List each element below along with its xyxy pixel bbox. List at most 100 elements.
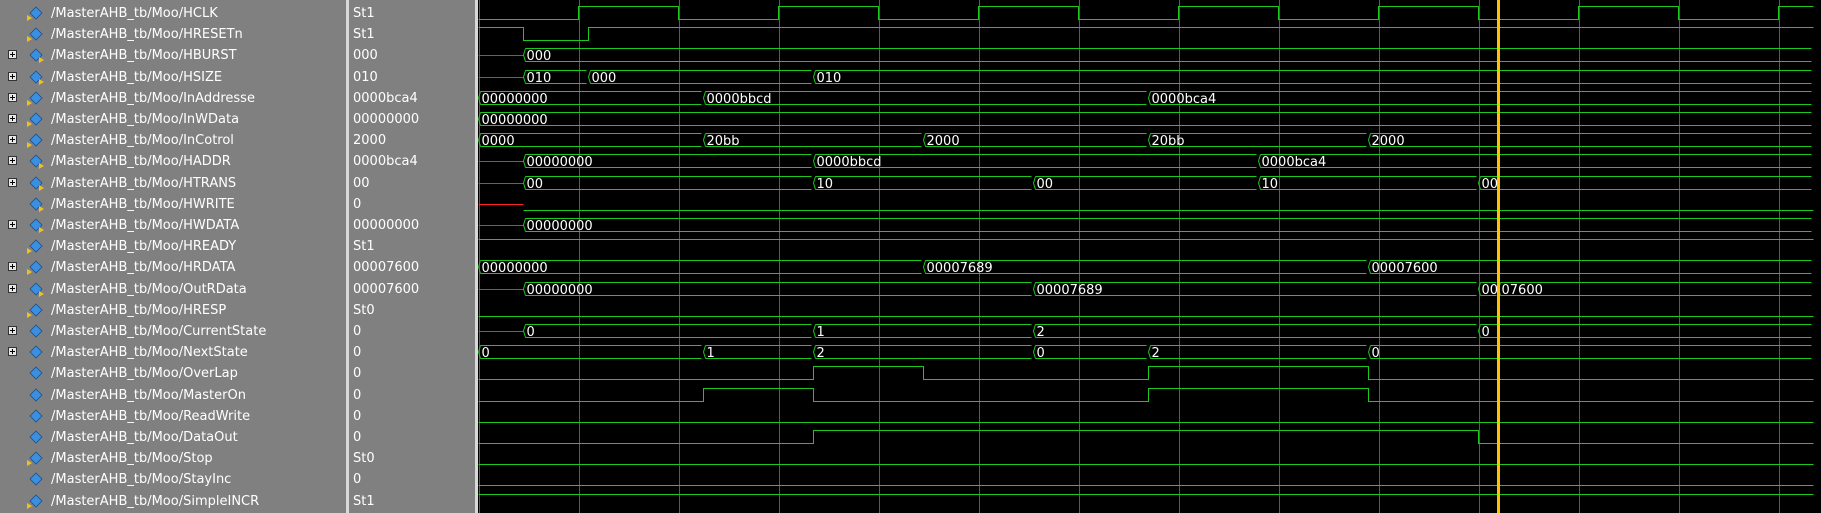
- signal-row[interactable]: /MasterAHB_tb/Moo/InWData: [0, 109, 346, 130]
- expand-plus-icon[interactable]: [8, 220, 17, 229]
- signal-row[interactable]: /MasterAHB_tb/Moo/OutRData: [0, 279, 346, 300]
- bus-value-label: 00000000: [482, 113, 548, 128]
- waveform-trace[interactable]: 00000000: [478, 218, 1812, 235]
- signal-value-cell: 0: [349, 321, 475, 342]
- signal-row[interactable]: /MasterAHB_tb/Moo/InCotrol: [0, 130, 346, 151]
- expand-plus-icon[interactable]: [8, 71, 17, 81]
- expand-plus-icon[interactable]: [8, 135, 17, 145]
- bus-value-label: 00000000: [527, 283, 593, 298]
- signal-row[interactable]: /MasterAHB_tb/Moo/SimpleINCR: [0, 491, 346, 512]
- signal-name: /MasterAHB_tb/Moo/HBURST: [51, 48, 237, 64]
- internal-signal-icon: [29, 324, 43, 338]
- signal-value: 00000000: [353, 218, 420, 233]
- signal-row[interactable]: /MasterAHB_tb/Moo/HADDR: [0, 151, 346, 172]
- bus-segment: [478, 133, 702, 147]
- signal-row[interactable]: /MasterAHB_tb/Moo/HWRITE: [0, 194, 346, 215]
- signal-value: 00007600: [353, 281, 420, 297]
- bus-segment: [1148, 91, 1812, 105]
- bus-value-label: 2: [1037, 325, 1045, 340]
- signal-row[interactable]: /MasterAHB_tb/Moo/DataOut: [0, 427, 346, 448]
- waveform-trace[interactable]: 010 000 010: [478, 70, 1812, 87]
- signal-row[interactable]: /MasterAHB_tb/Moo/HRDATA: [0, 257, 346, 278]
- signal-row[interactable]: /MasterAHB_tb/Moo/HSIZE: [0, 67, 346, 88]
- bus-segment: [1478, 324, 1812, 338]
- bus-segment: [523, 324, 812, 338]
- waveform-trace[interactable]: 00000000 00007689 00 07600: [478, 282, 1812, 299]
- waveform-trace[interactable]: 0 1 2 0: [478, 324, 1812, 341]
- bus-value-label: 000: [527, 49, 552, 64]
- signal-row[interactable]: /MasterAHB_tb/Moo/HWDATA: [0, 215, 346, 236]
- signal-name: /MasterAHB_tb/Moo/HTRANS: [51, 175, 237, 191]
- waveform-trace[interactable]: 0000 20bb 2000 20bb 2000: [478, 133, 1812, 150]
- signal-value-cell: 0: [349, 469, 475, 490]
- waveform-trace[interactable]: [478, 204, 1814, 211]
- waveform-trace[interactable]: 00000000 00007689 00007600: [478, 260, 1812, 277]
- signal-row[interactable]: /MasterAHB_tb/Moo/HRESP: [0, 300, 346, 321]
- bus-segment: [523, 154, 812, 168]
- signal-row[interactable]: /MasterAHB_tb/Moo/CurrentState: [0, 321, 346, 342]
- waveform-trace[interactable]: [478, 27, 1814, 41]
- bus-value-label: 2000: [927, 134, 960, 149]
- signal-row[interactable]: /MasterAHB_tb/Moo/HTRANS: [0, 173, 346, 194]
- waveform-trace[interactable]: 0 1 2 0 2 0: [478, 345, 1812, 362]
- bus-value-label: 0000bbcd: [707, 92, 772, 107]
- signal-name: /MasterAHB_tb/Moo/InCotrol: [51, 133, 234, 149]
- bus-segment: [813, 70, 1812, 84]
- waveform-trace[interactable]: [478, 430, 1814, 444]
- bus-segment: [1368, 345, 1812, 359]
- waveform-trace[interactable]: 00000000 0000bbcd 0000bca4: [478, 91, 1812, 108]
- waveform-trace[interactable]: [478, 6, 1814, 20]
- output-port-icon: [29, 176, 44, 191]
- signal-row[interactable]: /MasterAHB_tb/Moo/NextState: [0, 342, 346, 363]
- signal-row[interactable]: /MasterAHB_tb/Moo/StayInc: [0, 469, 346, 490]
- bus-value-label: 010: [817, 71, 842, 86]
- signal-value-cell: 0000bca4: [349, 88, 475, 109]
- expand-plus-icon[interactable]: [8, 326, 17, 335]
- input-port-icon: [27, 91, 43, 106]
- input-port-icon: [27, 112, 43, 127]
- pane-splitter[interactable]: [346, 0, 349, 513]
- waveform-trace[interactable]: 00000000 0000bbcd 0000bca4: [478, 154, 1812, 171]
- signal-value-cell: St0: [349, 300, 475, 321]
- expand-plus-icon[interactable]: [8, 156, 17, 166]
- expand-plus-icon[interactable]: [8, 262, 17, 272]
- waveform-trace[interactable]: 00 10 00 10 00: [478, 176, 1812, 193]
- pane-splitter[interactable]: [475, 0, 478, 513]
- bus-value-label: 0: [482, 346, 490, 361]
- signal-row[interactable]: /MasterAHB_tb/Moo/Stop: [0, 448, 346, 469]
- bus-value-label: 00007689: [927, 261, 993, 276]
- expand-plus-icon[interactable]: [8, 92, 17, 102]
- expand-plus-icon[interactable]: [8, 50, 17, 60]
- signal-row[interactable]: /MasterAHB_tb/Moo/HBURST: [0, 45, 346, 66]
- waveform-trace[interactable]: 00000000: [478, 112, 1812, 129]
- waveform-trace[interactable]: [478, 366, 1814, 380]
- signal-value: St0: [353, 451, 375, 467]
- signal-row[interactable]: /MasterAHB_tb/Moo/HRESETn: [0, 24, 346, 45]
- expand-plus-icon[interactable]: [8, 114, 17, 123]
- bus-value-label: 00007689: [1037, 283, 1103, 298]
- signal-value-cell: 00007600: [349, 279, 475, 300]
- expand-plus-icon[interactable]: [8, 283, 17, 293]
- signal-row[interactable]: /MasterAHB_tb/Moo/InAddresse: [0, 88, 346, 109]
- signal-name: /MasterAHB_tb/Moo/SimpleINCR: [51, 493, 260, 509]
- output-port-icon: [29, 282, 44, 297]
- waveform-trace[interactable]: 000: [478, 48, 1812, 65]
- signal-name: /MasterAHB_tb/Moo/HWRITE: [51, 196, 235, 212]
- expand-plus-icon[interactable]: [8, 347, 17, 357]
- expand-plus-icon[interactable]: [8, 177, 17, 187]
- signal-value: 00007600: [353, 260, 420, 276]
- output-port-icon: [29, 48, 44, 64]
- bit-trace: [478, 388, 1814, 402]
- signal-value-cell: 0: [349, 406, 475, 427]
- bus-value-label: 10: [1262, 177, 1279, 192]
- bit-trace: [478, 430, 1814, 444]
- signal-row[interactable]: /MasterAHB_tb/Moo/HCLK: [0, 3, 346, 24]
- bus-value-label: 00: [1482, 177, 1499, 192]
- signal-row[interactable]: /MasterAHB_tb/Moo/MasterOn: [0, 385, 346, 406]
- signal-value-cell: St1: [349, 3, 475, 24]
- signal-row[interactable]: /MasterAHB_tb/Moo/ReadWrite: [0, 406, 346, 427]
- waveform-trace[interactable]: [478, 388, 1814, 402]
- signal-row[interactable]: /MasterAHB_tb/Moo/HREADY: [0, 236, 346, 257]
- signal-row[interactable]: /MasterAHB_tb/Moo/OverLap: [0, 363, 346, 384]
